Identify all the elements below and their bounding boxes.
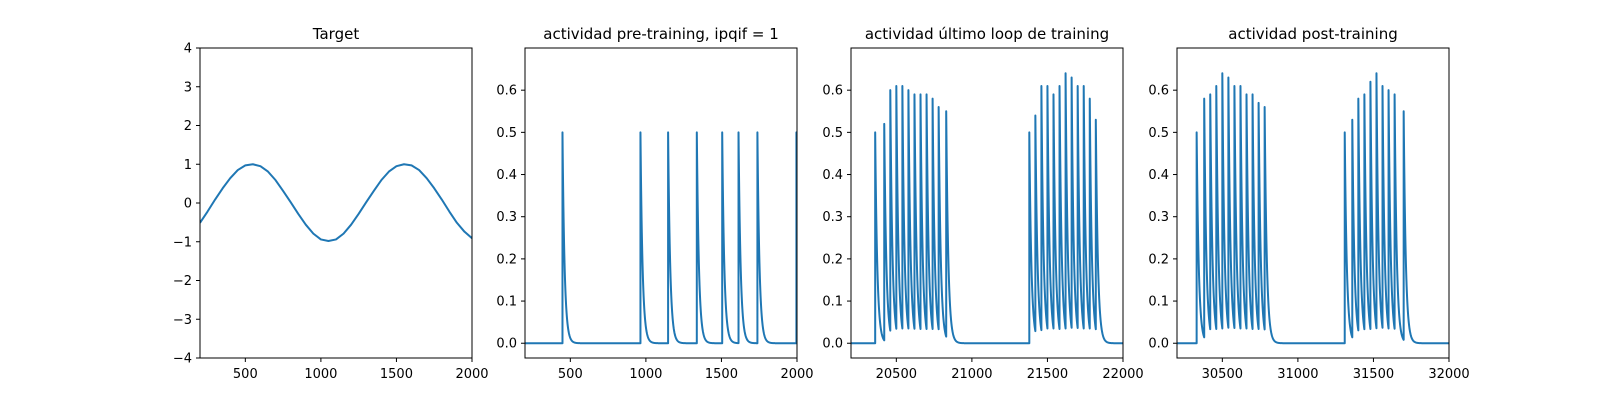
subplot-1: 500 1000 1500 2000 −4 −3 −2 −1 0 1 2 3 4 Target	[173, 25, 489, 382]
x-tick-label: 31000	[1277, 367, 1318, 382]
y-tick-label: 2	[184, 119, 192, 134]
chart-title: actividad pre-training, ipqif = 1	[543, 25, 779, 43]
y-tick-label: 0.4	[496, 168, 517, 183]
y-tick-label: 0.2	[1148, 252, 1169, 267]
x-tick-label: 2000	[780, 367, 813, 382]
axes-frame	[1176, 47, 1450, 359]
series-line	[851, 72, 1123, 345]
x-tick-label: 2000	[455, 367, 488, 382]
series-line	[525, 131, 797, 345]
y-tick-label: 0.1	[822, 295, 843, 310]
axes-frame	[850, 47, 1124, 359]
y-tick-label: 0.0	[1148, 337, 1169, 352]
y-tick-label: −4	[173, 352, 192, 367]
x-tick-label: 1000	[629, 367, 662, 382]
chart-title: actividad post-training	[1228, 25, 1397, 43]
series-line	[200, 163, 472, 242]
y-tick-label: 0.3	[496, 210, 517, 225]
x-tick-label: 1000	[304, 367, 337, 382]
y-tick-label: 0.0	[822, 337, 843, 352]
y-tick-label: 0.5	[1148, 126, 1169, 141]
subplot-2: 500 1000 1500 2000 0.0 0.1 0.2 0.3 0.4 0.5 0.6 acti…	[496, 25, 813, 382]
y-tick-label: 0.6	[1148, 84, 1169, 99]
x-tick-label: 30500	[1202, 367, 1243, 382]
x-tick-label: 500	[233, 367, 258, 382]
y-tick-label: 4	[184, 42, 192, 57]
chart-title: actividad último loop de training	[865, 25, 1109, 43]
y-tick-label: 0.6	[822, 84, 843, 99]
x-tick-label: 32000	[1428, 367, 1469, 382]
y-tick-label: 0.6	[496, 84, 517, 99]
y-tick-label: −3	[173, 313, 192, 328]
subplot-3: 20500 21000 21500 22000 0.0 0.1 0.2 0.3 0.4 0.5 0.…	[822, 25, 1143, 382]
y-tick-label: 0.1	[1148, 295, 1169, 310]
x-tick-label: 21500	[1027, 367, 1068, 382]
y-tick-label: 0.2	[822, 252, 843, 267]
chart-title: Target	[312, 25, 360, 43]
x-tick-label: 20500	[876, 367, 917, 382]
x-tick-label: 31500	[1353, 367, 1394, 382]
y-tick-label: 0.3	[1148, 210, 1169, 225]
y-tick-label: 0.2	[496, 252, 517, 267]
axes-frame	[199, 47, 473, 359]
subplot-4: 30500 31000 31500 32000 0.0 0.1 0.2 0.3 0.4 0.5 0.…	[1148, 25, 1469, 382]
y-tick-label: 0.5	[822, 126, 843, 141]
series-line	[1177, 72, 1449, 345]
axes-frame	[524, 47, 798, 359]
x-tick-label: 1500	[705, 367, 738, 382]
y-tick-label: −1	[173, 235, 192, 250]
y-tick-label: 0.5	[496, 126, 517, 141]
y-tick-label: −2	[173, 274, 192, 289]
y-tick-label: 0.3	[822, 210, 843, 225]
x-tick-label: 500	[558, 367, 583, 382]
y-tick-label: 0.4	[822, 168, 843, 183]
y-tick-label: 0.0	[496, 337, 517, 352]
y-tick-label: 0.1	[496, 295, 517, 310]
y-tick-label: 0	[184, 197, 192, 212]
y-tick-label: 3	[184, 80, 192, 95]
y-tick-label: 1	[184, 158, 192, 173]
x-tick-label: 22000	[1102, 367, 1143, 382]
x-tick-label: 1500	[380, 367, 413, 382]
y-tick-label: 0.4	[1148, 168, 1169, 183]
x-tick-label: 21000	[951, 367, 992, 382]
